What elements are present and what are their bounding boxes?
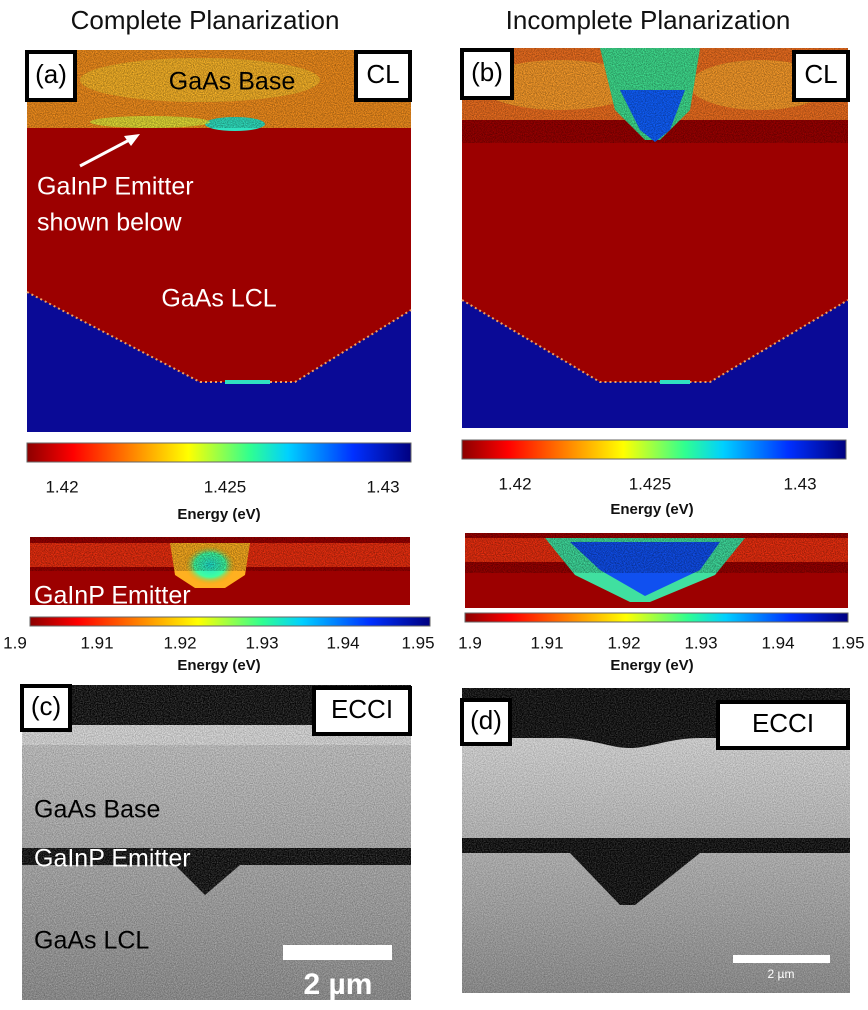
scale-bar-label: 2 µm — [768, 967, 795, 981]
tick-label: 1.92 — [607, 633, 640, 652]
tick-label: 1.95 — [401, 633, 434, 652]
tick-label: 1.94 — [761, 633, 794, 652]
panel-label: (d) — [470, 705, 502, 735]
figure: Complete Planarization Incomplete Planar… — [0, 0, 868, 1010]
tick-label: 1.42 — [498, 474, 531, 493]
cl-map-a — [27, 50, 411, 432]
tick-label: 1.93 — [245, 633, 278, 652]
tick-label: 1.92 — [163, 633, 196, 652]
axis-label: Energy (eV) — [610, 657, 693, 674]
panel-tag: ECCI — [752, 708, 814, 738]
tick-label: 1.94 — [326, 633, 359, 652]
column-title: Incomplete Planarization — [506, 5, 791, 35]
tick-label: 1.43 — [366, 477, 399, 496]
colorbar-ticks: 1.42 1.425 1.43 — [45, 477, 399, 496]
emitter-map-b — [465, 533, 848, 608]
panel-tag: ECCI — [331, 694, 393, 724]
tick-label: 1.425 — [629, 474, 672, 493]
axis-label: Energy (eV) — [177, 657, 260, 674]
annotation: GaAs LCL — [161, 285, 276, 313]
axis-label: Energy (eV) — [610, 501, 693, 518]
colorbar-ticks: 1.9 1.91 1.92 1.93 1.94 1.95 — [458, 633, 864, 652]
tick-label: 1.9 — [3, 633, 27, 652]
tick-label: 1.91 — [530, 633, 563, 652]
column-titles: Complete Planarization Incomplete Planar… — [71, 5, 791, 35]
colorbar — [462, 440, 846, 459]
annotation: GaAs Base — [34, 796, 160, 824]
colorbar — [465, 613, 848, 622]
tick-label: 1.95 — [831, 633, 864, 652]
tick-label: 1.9 — [458, 633, 482, 652]
panel-label: (c) — [31, 691, 61, 721]
annotation: GaAs LCL — [34, 927, 149, 955]
tick-label: 1.91 — [80, 633, 113, 652]
annotation: GaInP Emitter — [34, 845, 191, 873]
panel-label: (b) — [471, 57, 503, 87]
panel-tag: CL — [804, 59, 837, 89]
panel-label: (a) — [35, 59, 67, 89]
axis-label: Energy (eV) — [177, 506, 260, 523]
cl-map-b — [462, 48, 848, 428]
colorbar-ticks: 1.42 1.425 1.43 — [498, 474, 816, 493]
annotation: GaInP Emitter — [37, 173, 194, 201]
colorbar — [30, 617, 430, 626]
scale-bar-label: 2 µm — [304, 968, 373, 1001]
tick-label: 1.93 — [684, 633, 717, 652]
colorbar — [27, 443, 411, 462]
annotation: shown below — [37, 209, 182, 237]
tick-label: 1.42 — [45, 477, 78, 496]
tick-label: 1.425 — [204, 477, 247, 496]
annotation: GaInP Emitter — [34, 582, 191, 610]
tick-label: 1.43 — [783, 474, 816, 493]
panel-tag: CL — [366, 59, 399, 89]
column-title: Complete Planarization — [71, 5, 340, 35]
annotation: GaAs Base — [169, 68, 295, 96]
colorbar-ticks: 1.9 1.91 1.92 1.93 1.94 1.95 — [3, 633, 434, 652]
